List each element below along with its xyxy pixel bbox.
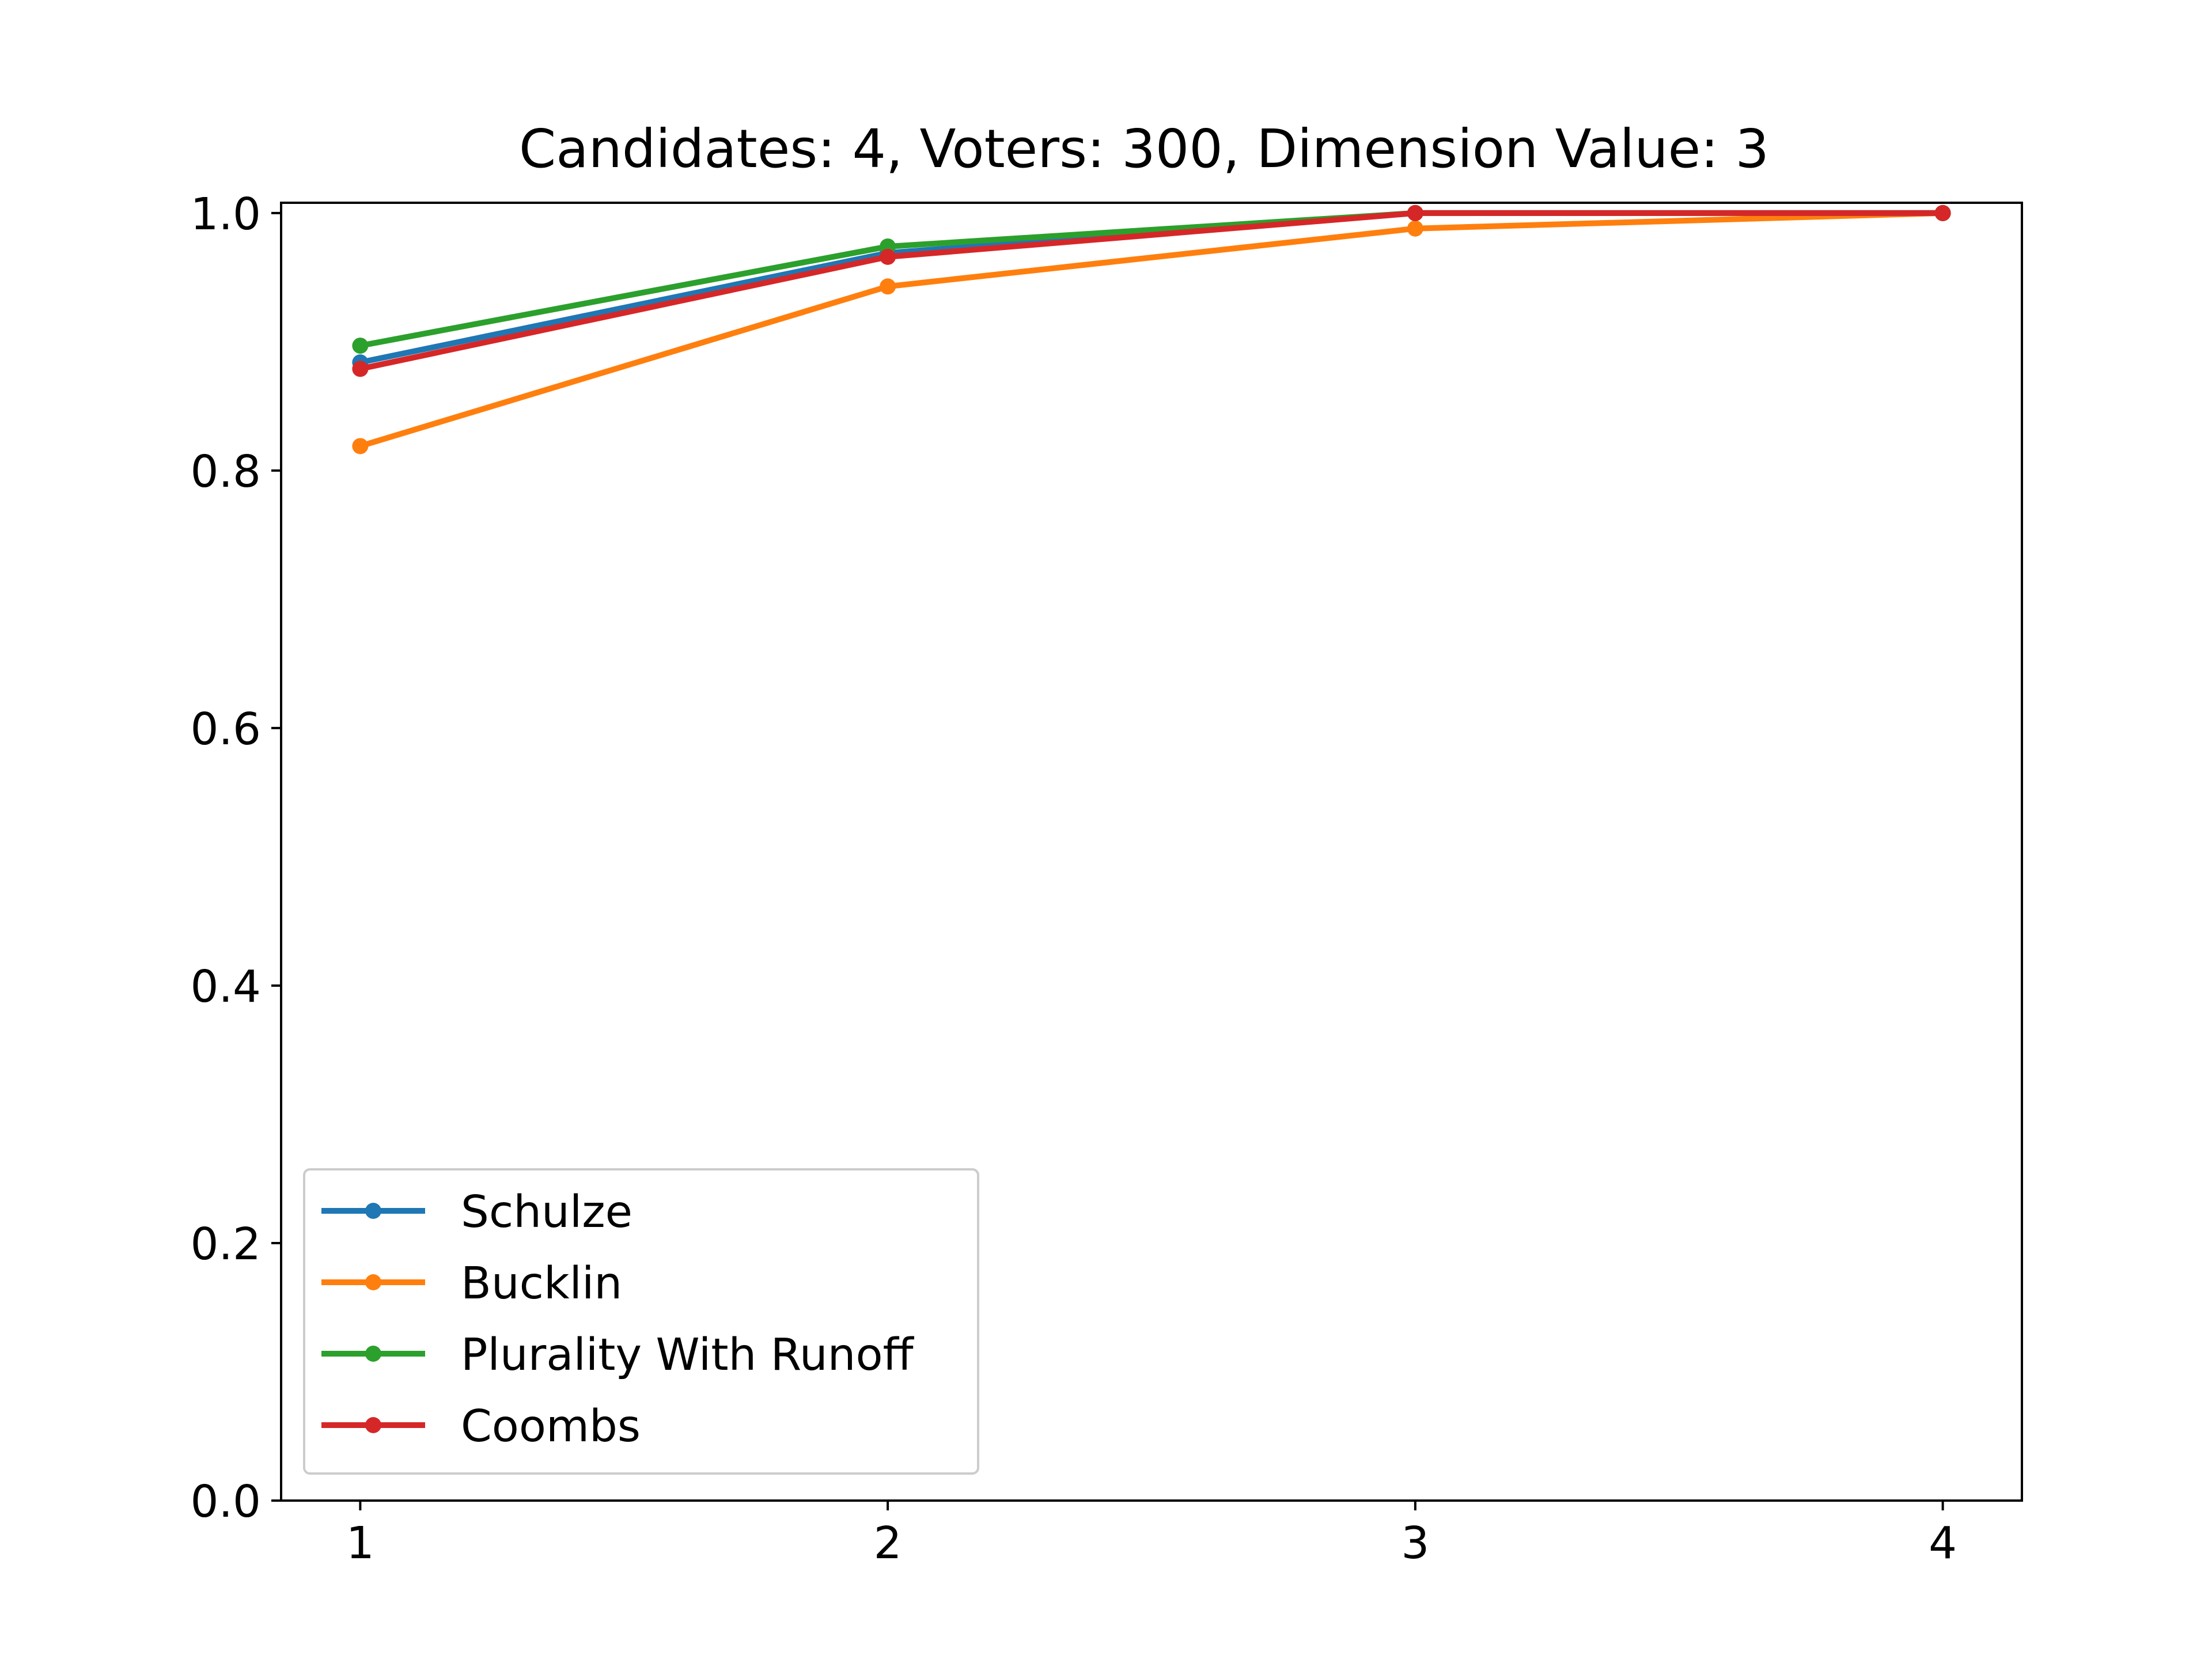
y-tick-label: 0.6 [191,704,261,755]
data-point [352,338,369,354]
legend-item: Plurality With Runoff [321,1330,915,1381]
legend-marker [365,1346,381,1362]
data-point [880,248,896,265]
legend-label: Plurality With Runoff [461,1330,915,1381]
legend: Schulze Bucklin Plurality With Runoff Coomb… [303,1168,979,1475]
x-tick-label: 4 [1929,1518,1957,1569]
legend-item: Bucklin [321,1258,622,1309]
y-tick-label: 0.4 [191,961,261,1013]
legend-label: Schulze [461,1187,632,1238]
series-line [357,210,1946,450]
plot-area-frame [280,202,2023,1502]
data-point [352,438,369,454]
series-layer [352,204,1951,454]
legend-label: Coombs [461,1401,641,1452]
series-line [357,210,1946,373]
x-tick-label: 1 [346,1518,374,1569]
chart-title: Candidates: 4, Voters: 300, Dimension Va… [519,118,1769,180]
y-axis-ticks: 0.0 0.2 0.4 0.6 0.8 1.0 [191,189,281,1528]
data-point [1934,204,1951,221]
y-tick-label: 1.0 [191,189,261,240]
legend-box [303,1168,979,1475]
legend-label: Bucklin [461,1258,622,1309]
y-tick-label: 0.8 [191,446,261,498]
y-tick-label: 0.2 [191,1219,261,1270]
data-point [352,361,369,377]
series-coombs [352,204,1951,377]
x-axis-ticks: 1 2 3 4 [346,1501,1957,1569]
data-point [880,278,896,295]
legend-marker [365,1417,381,1433]
legend-marker [365,1203,381,1219]
y-tick-label: 0.0 [191,1476,261,1528]
legend-marker [365,1274,381,1290]
data-point [1407,204,1423,221]
data-point [1407,220,1423,237]
x-tick-label: 3 [1401,1518,1429,1569]
x-tick-label: 2 [874,1518,902,1569]
legend-item: Coombs [321,1401,641,1452]
legend-item: Schulze [321,1187,632,1238]
